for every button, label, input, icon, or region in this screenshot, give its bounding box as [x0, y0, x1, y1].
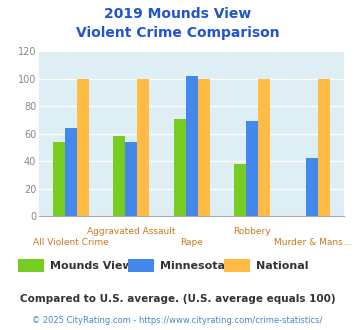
Text: Compared to U.S. average. (U.S. average equals 100): Compared to U.S. average. (U.S. average …: [20, 294, 335, 304]
Bar: [174, 118, 186, 216]
Text: Violent Crime Comparison: Violent Crime Comparison: [76, 26, 279, 40]
Text: Aggravated Assault: Aggravated Assault: [87, 227, 176, 236]
Bar: [318, 79, 331, 216]
Bar: [258, 79, 270, 216]
Bar: [306, 158, 318, 216]
Text: © 2025 CityRating.com - https://www.cityrating.com/crime-statistics/: © 2025 CityRating.com - https://www.city…: [32, 316, 323, 325]
Text: Murder & Mans...: Murder & Mans...: [274, 238, 351, 247]
Text: Mounds View: Mounds View: [50, 261, 132, 271]
Text: 2019 Mounds View: 2019 Mounds View: [104, 7, 251, 20]
Bar: [113, 136, 125, 216]
Bar: [246, 121, 258, 216]
Bar: [198, 79, 210, 216]
Bar: [186, 76, 198, 216]
Bar: [53, 142, 65, 216]
Text: Minnesota: Minnesota: [160, 261, 225, 271]
Bar: [137, 79, 149, 216]
Text: Robbery: Robbery: [233, 227, 271, 236]
Text: Rape: Rape: [180, 238, 203, 247]
Bar: [125, 142, 137, 216]
Bar: [77, 79, 89, 216]
Bar: [234, 164, 246, 216]
Text: All Violent Crime: All Violent Crime: [33, 238, 109, 247]
Text: National: National: [256, 261, 308, 271]
Bar: [65, 128, 77, 216]
